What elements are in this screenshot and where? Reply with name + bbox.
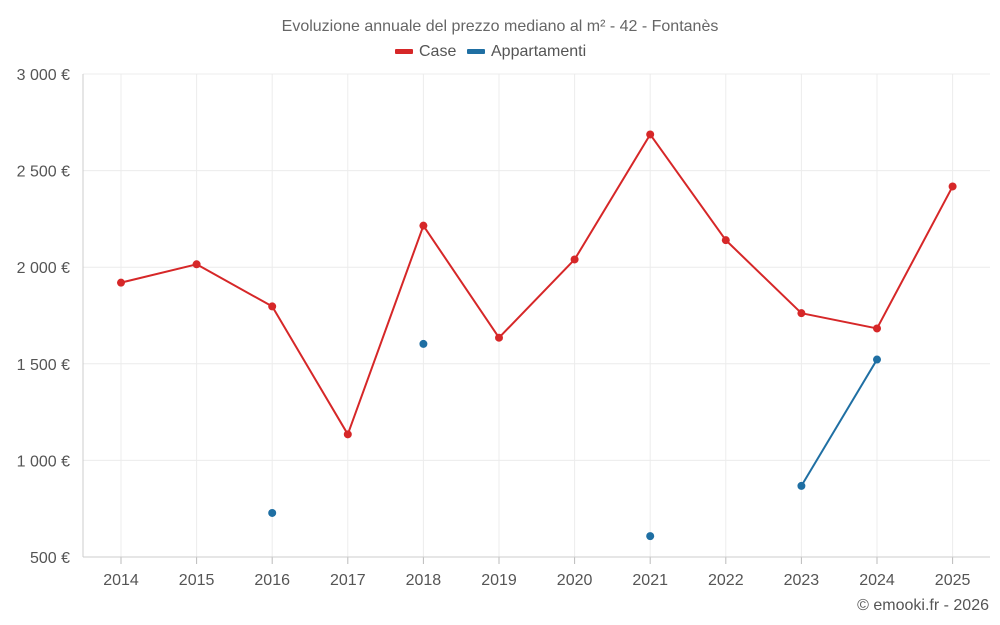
x-tick-label: 2016 — [254, 572, 290, 589]
x-tick-label: 2024 — [859, 572, 895, 589]
series-line — [800, 359, 878, 487]
data-point[interactable] — [419, 221, 428, 230]
y-tick-label: 2 000 € — [17, 260, 70, 277]
data-point[interactable] — [873, 355, 881, 364]
x-tick-label: 2023 — [784, 572, 820, 589]
legend-item-appartamenti[interactable]: Appartamenti — [467, 43, 586, 60]
x-tick-label: 2020 — [557, 572, 593, 589]
series-line — [120, 133, 954, 436]
grid-lines — [83, 73, 990, 557]
data-point[interactable] — [343, 430, 352, 439]
x-tick-label: 2017 — [330, 572, 366, 589]
x-tick-label: 2021 — [632, 572, 668, 589]
legend-label: Case — [419, 43, 456, 60]
legend-label: Appartamenti — [491, 43, 586, 60]
chart-title: Evoluzione annuale del prezzo mediano al… — [282, 18, 719, 35]
x-tick-label: 2014 — [103, 572, 139, 589]
tick-labels: 500 € 1 000 € 1 500 € 2 000 € 2 500 € 3 000 €… — [17, 67, 971, 589]
x-tick-label: 2025 — [935, 572, 971, 589]
x-tick-label: 2022 — [708, 572, 744, 589]
series-case — [117, 130, 957, 439]
legend: Case Appartamenti — [395, 43, 586, 60]
data-point[interactable] — [268, 508, 277, 517]
data-point[interactable] — [721, 236, 730, 245]
y-tick-label: 1 500 € — [17, 357, 70, 374]
y-tick-label: 1 000 € — [17, 453, 70, 470]
credit-text: © emooki.fr - 2026 — [857, 597, 989, 614]
series-group — [117, 130, 957, 541]
data-point[interactable] — [192, 260, 201, 269]
y-tick-label: 500 € — [30, 550, 70, 567]
data-point[interactable] — [797, 309, 806, 318]
data-point[interactable] — [419, 339, 428, 348]
x-tick-label: 2018 — [406, 572, 442, 589]
series-appartamenti — [268, 339, 881, 541]
data-point[interactable] — [646, 532, 655, 541]
axes — [82, 74, 990, 564]
y-tick-label: 2 500 € — [17, 164, 70, 181]
legend-item-case[interactable]: Case — [395, 43, 456, 60]
x-tick-label: 2015 — [179, 572, 215, 589]
data-point[interactable] — [117, 278, 125, 287]
data-point[interactable] — [570, 255, 579, 264]
data-point[interactable] — [797, 481, 806, 490]
x-tick-label: 2019 — [481, 572, 517, 589]
legend-swatch — [395, 49, 413, 54]
y-tick-label: 3 000 € — [17, 67, 70, 84]
legend-swatch — [467, 49, 485, 54]
data-point[interactable] — [873, 324, 881, 333]
data-point[interactable] — [948, 182, 957, 191]
data-point[interactable] — [646, 130, 655, 139]
data-point[interactable] — [495, 333, 503, 342]
data-point[interactable] — [268, 302, 277, 311]
